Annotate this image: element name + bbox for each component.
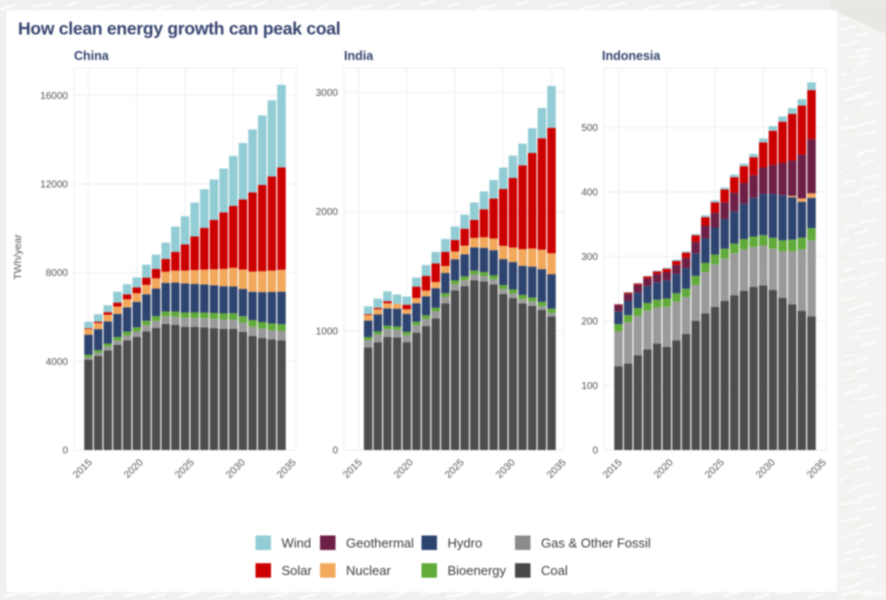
svg-text:India: India [344, 49, 374, 63]
svg-text:Wind: Wind [282, 536, 312, 551]
svg-text:Nuclear: Nuclear [346, 563, 391, 578]
svg-text:Indonesia: Indonesia [602, 49, 661, 63]
svg-text:400: 400 [581, 188, 598, 199]
svg-text:How clean energy growth can pe: How clean energy growth can peak coal [18, 19, 340, 39]
svg-text:0: 0 [332, 446, 338, 457]
svg-text:100: 100 [581, 381, 598, 392]
svg-text:1000: 1000 [316, 326, 339, 337]
svg-text:3000: 3000 [316, 88, 339, 99]
svg-text:12000: 12000 [40, 180, 68, 191]
svg-text:Bioenergy: Bioenergy [448, 563, 507, 578]
svg-text:0: 0 [62, 446, 68, 457]
svg-text:0: 0 [592, 446, 598, 457]
svg-text:Geothermal: Geothermal [346, 536, 414, 551]
svg-text:16000: 16000 [40, 91, 68, 102]
svg-text:200: 200 [581, 317, 598, 328]
svg-text:8000: 8000 [46, 268, 69, 279]
svg-text:300: 300 [581, 252, 598, 263]
svg-text:500: 500 [581, 123, 598, 134]
svg-text:Solar: Solar [282, 563, 313, 578]
svg-text:Gas & Other Fossil: Gas & Other Fossil [541, 536, 651, 551]
svg-text:Coal: Coal [541, 563, 568, 578]
svg-text:2000: 2000 [316, 207, 339, 218]
svg-text:4000: 4000 [46, 357, 69, 368]
svg-text:Hydro: Hydro [448, 536, 483, 551]
svg-text:China: China [74, 49, 110, 63]
svg-text:TWh/year: TWh/year [12, 234, 24, 280]
